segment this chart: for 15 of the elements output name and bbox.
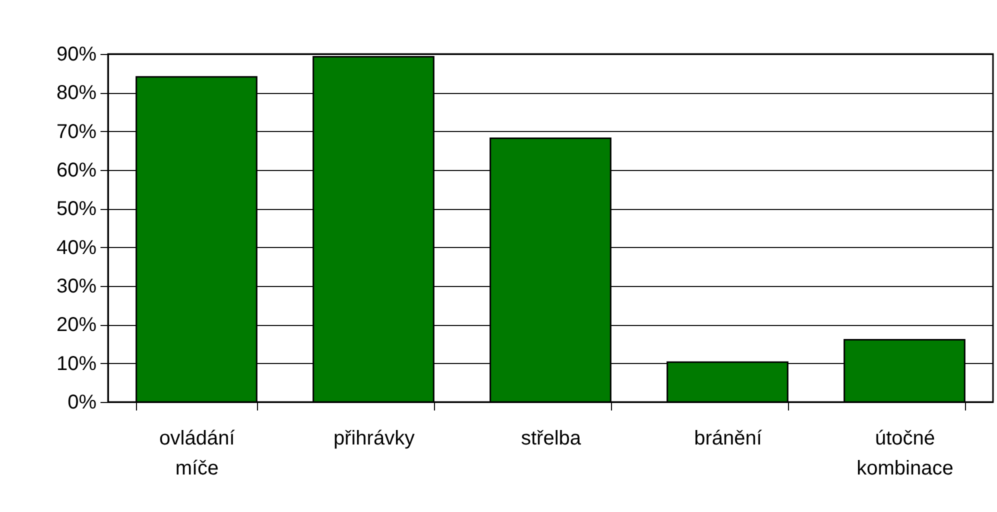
y-tick-label: 0%: [68, 392, 97, 414]
y-tick-label: 80%: [56, 82, 97, 104]
y-tick-label: 50%: [56, 198, 97, 220]
y-tick-label: 40%: [56, 236, 97, 259]
y-tick-label: 30%: [56, 276, 97, 298]
x-tick-label: ovládání míče: [159, 428, 236, 480]
y-tick-label: 60%: [56, 160, 97, 182]
x-tick-label: bránění: [694, 428, 762, 450]
y-tick-label: 70%: [56, 120, 97, 143]
x-tick-label: útočné kombinace: [856, 428, 954, 480]
y-tick-label: 90%: [56, 44, 97, 66]
x-tick-label: střelba: [520, 428, 582, 450]
y-tick-label: 10%: [56, 352, 97, 375]
x-tick-label: přihrávky: [333, 428, 415, 450]
y-tick-label: 20%: [56, 314, 97, 336]
